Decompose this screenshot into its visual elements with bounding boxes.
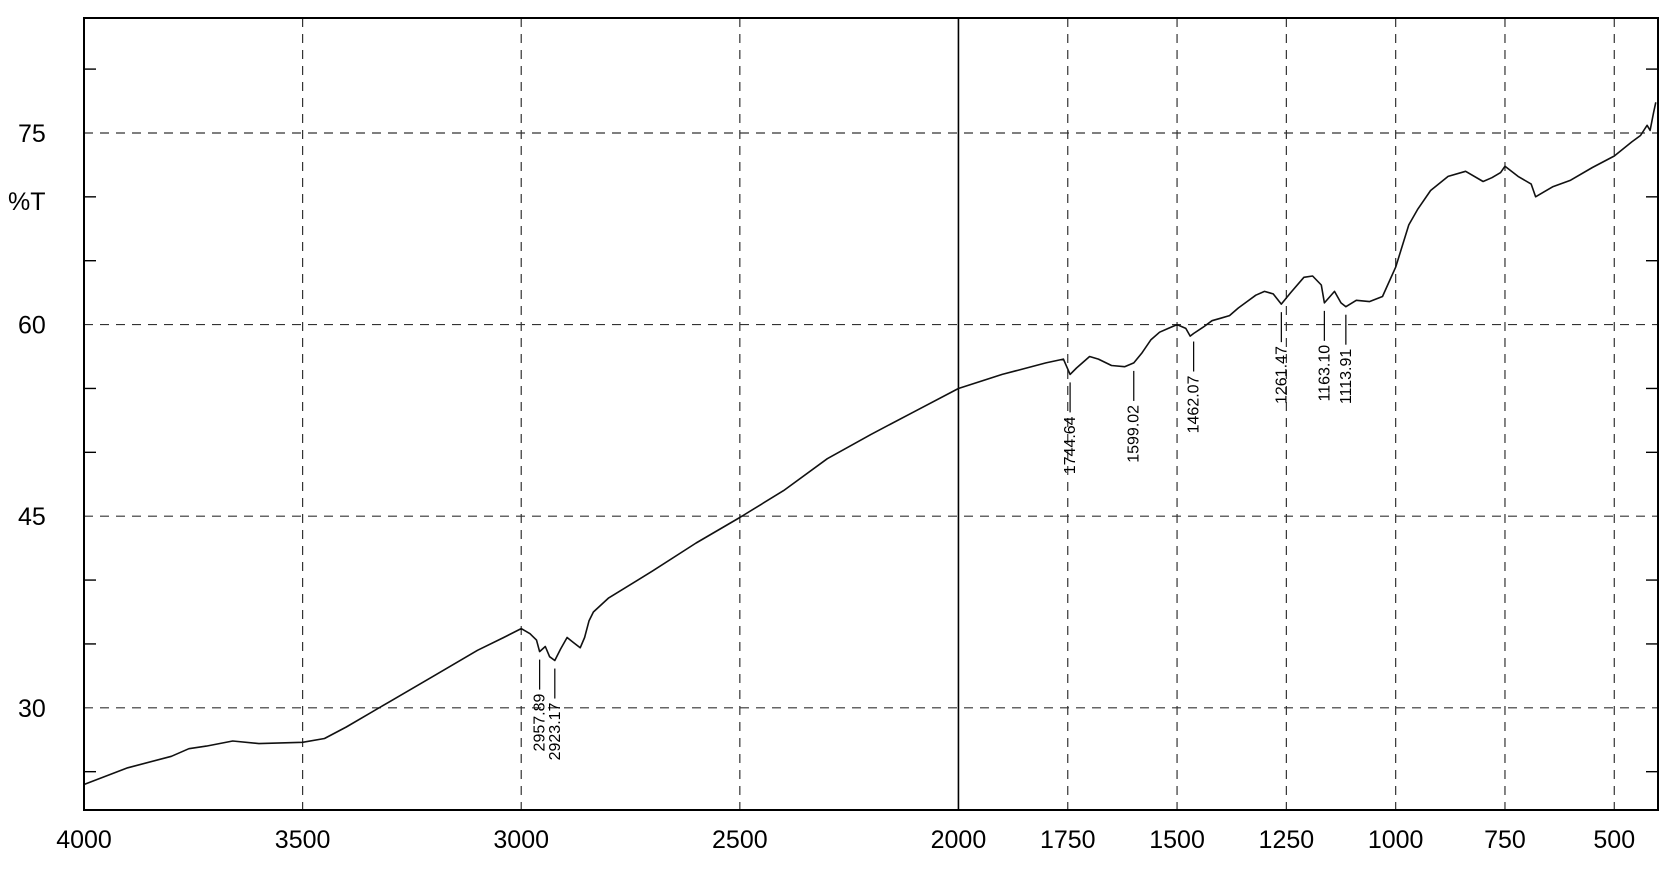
y-axis-label: %T	[8, 188, 46, 216]
x-tick-label: 4000	[56, 826, 112, 854]
x-tick-label: 750	[1484, 826, 1526, 854]
x-tick-label: 3000	[493, 826, 549, 854]
y-tick-label: 60	[18, 312, 46, 340]
x-tick-label: 1250	[1259, 826, 1315, 854]
peak-label: 1163.10	[1316, 345, 1333, 402]
x-tick-label: 3500	[275, 826, 331, 854]
x-tick-label: 1500	[1149, 826, 1205, 854]
peak-label: 2923.17	[547, 702, 564, 760]
y-tick-labels: 30 45 60 75	[18, 120, 46, 723]
plot-frame	[83, 17, 1659, 811]
peak-label: 1744.64	[1062, 416, 1079, 474]
x-tick-label: 500	[1593, 826, 1635, 854]
peak-label: 1462.07	[1186, 375, 1203, 433]
y-tick-label: 75	[18, 120, 46, 148]
x-tick-label: 1750	[1040, 826, 1096, 854]
grid	[84, 18, 1658, 810]
peak-label: 1599.02	[1126, 405, 1143, 463]
peak-label: 1261.47	[1273, 346, 1290, 404]
y-tick-label: 30	[18, 695, 46, 723]
x-tick-labels: 4000 3500 3000 2500 2000 1750 1500 1250 1000 750 5…	[56, 826, 1635, 854]
x-tick-label: 2500	[712, 826, 768, 854]
peak-label: 2957.89	[532, 694, 549, 752]
peak-label: 1113.91	[1338, 349, 1355, 405]
x-tick-label: 2000	[931, 826, 987, 854]
y-tick-label: 45	[18, 503, 46, 531]
spectrum-line	[83, 102, 1657, 786]
x-tick-label: 1000	[1368, 826, 1424, 854]
y-minor-ticks	[84, 68, 1658, 773]
